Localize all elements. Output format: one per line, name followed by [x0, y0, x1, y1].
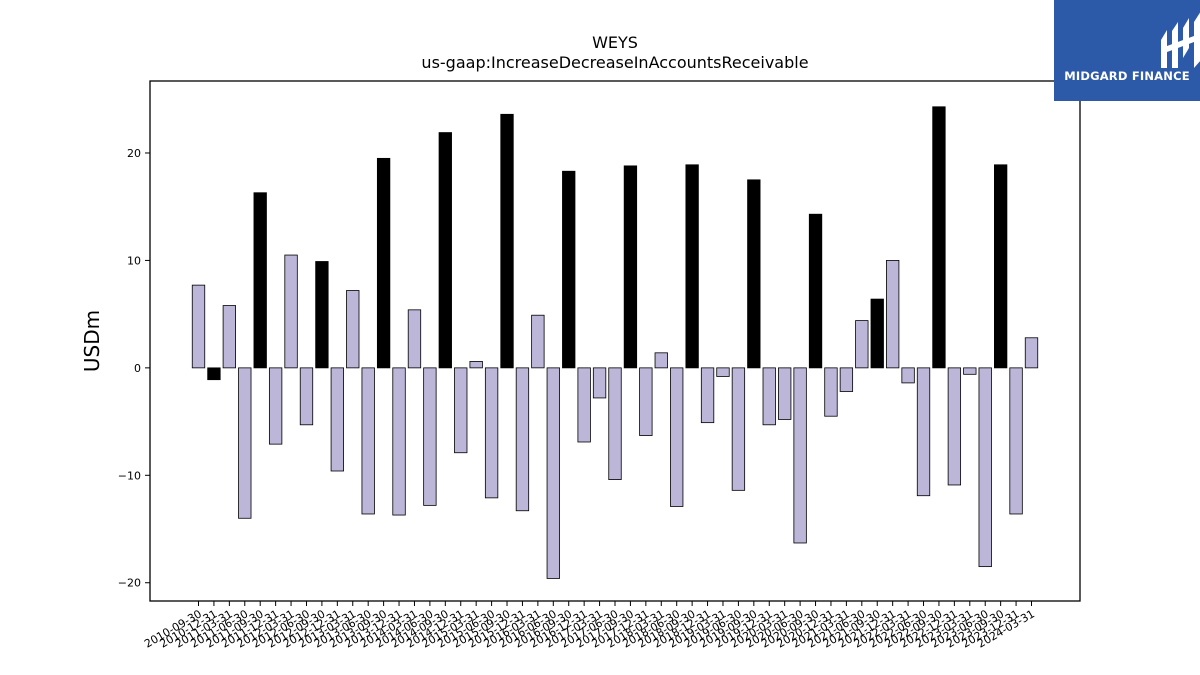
bar-2017-03-31: [592, 367, 607, 399]
bar-2014-12-31: [454, 367, 468, 454]
bar-2010-09-30: [191, 284, 206, 369]
bar-2018-06-30: [670, 367, 684, 507]
bar-2016-12-31: [577, 367, 591, 443]
bar-2012-03-31: [284, 254, 298, 369]
bar-2020-06-30: [793, 367, 807, 544]
bar-2022-12-31: [947, 367, 962, 486]
bar-2013-03-31: [346, 290, 360, 369]
bar-2018-03-31: [654, 352, 668, 369]
bar-2015-09-30: [500, 113, 514, 369]
bar-2017-09-30: [623, 165, 638, 369]
bar-2011-09-30: [253, 192, 267, 369]
bar-2012-09-30: [315, 261, 329, 369]
bar-2020-03-31: [778, 367, 792, 420]
logo-text: MIDGARD FINANCE: [1064, 69, 1190, 83]
bar-2020-12-31: [824, 367, 838, 417]
bar-2014-06-30: [423, 367, 437, 506]
bar-2023-03-31: [963, 367, 977, 375]
bar-2012-12-31: [330, 367, 344, 472]
bar-2022-06-30: [916, 367, 931, 497]
bar-2011-12-31: [268, 367, 283, 445]
bar-2022-09-30: [932, 106, 946, 369]
midgard-finance-logo: MIDGARD FINANCE: [1054, 0, 1200, 101]
bar-2015-03-31: [469, 361, 483, 369]
bar-2020-09-30: [808, 213, 823, 369]
chart-subtitle: us-gaap:IncreaseDecreaseInAccountsReceiv…: [421, 53, 808, 72]
bar-2012-06-30: [299, 367, 314, 426]
bar-2023-06-30: [978, 367, 992, 568]
bar-2019-06-30: [731, 367, 746, 491]
bar-2016-03-31: [531, 314, 545, 369]
bar-2019-03-31: [716, 367, 730, 377]
bar-2019-12-31: [762, 367, 776, 426]
bar-2022-03-31: [901, 367, 915, 384]
bar-2023-12-31: [1009, 367, 1023, 515]
bar-2013-12-31: [392, 367, 406, 516]
bar-2016-09-30: [562, 170, 576, 369]
y-axis-label: USDm: [80, 310, 104, 372]
plot-frame: [149, 80, 1081, 602]
bar-2011-03-31: [222, 305, 237, 369]
chart-title: WEYS: [592, 33, 638, 52]
bar-2021-09-30: [870, 298, 884, 369]
y-tick-label: 20: [127, 147, 141, 160]
bar-2017-06-30: [608, 367, 622, 480]
bar-2021-03-31: [839, 367, 854, 392]
bar-2015-06-30: [484, 367, 499, 499]
y-tick-label: 0: [134, 362, 141, 375]
bar-2023-09-30: [994, 164, 1008, 369]
y-tick-label: −20: [118, 577, 141, 590]
bar-2014-09-30: [438, 132, 452, 369]
bar-2015-12-31: [515, 367, 530, 512]
bar-2014-03-31: [407, 309, 422, 369]
bar-2018-09-30: [685, 164, 699, 369]
bar-2013-09-30: [376, 157, 391, 369]
bar-2024-03-31: [1024, 337, 1039, 369]
bar-2013-06-30: [361, 367, 375, 515]
bar-2016-06-30: [546, 367, 560, 579]
y-tick-label: 10: [127, 254, 141, 267]
bar-2018-12-31: [700, 367, 715, 424]
bar-2010-12-31: [207, 367, 221, 381]
bar-2017-12-31: [639, 367, 653, 436]
bar-2011-06-30: [238, 367, 252, 519]
y-tick-label: −10: [118, 469, 141, 482]
logo-mark-icon: [1161, 12, 1200, 68]
bar-2019-09-30: [747, 179, 761, 369]
bar-2021-12-31: [886, 260, 900, 369]
bar-2021-06-30: [855, 320, 869, 369]
